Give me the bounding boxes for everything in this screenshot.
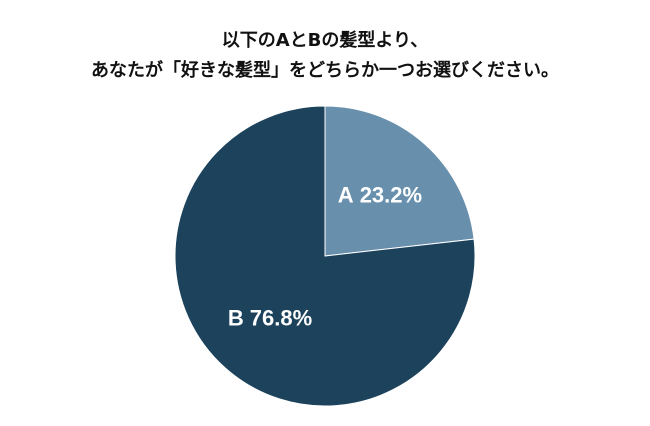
- chart-title: あなたが「好きな髪型」をどちらか一つお選びください。: [91, 59, 559, 81]
- slice-category: A: [338, 182, 354, 207]
- chart-title: 以下のAとBの髪型より、: [222, 29, 429, 51]
- pie-slice: [324, 105, 475, 257]
- slice-category: B: [228, 306, 244, 331]
- slice-label: A 23.2%: [338, 182, 422, 207]
- slice-label: B 76.8%: [228, 306, 312, 331]
- slice-value: 23.2%: [360, 182, 422, 207]
- slice-value: 76.8%: [250, 306, 312, 331]
- pie-slice: [174, 105, 476, 407]
